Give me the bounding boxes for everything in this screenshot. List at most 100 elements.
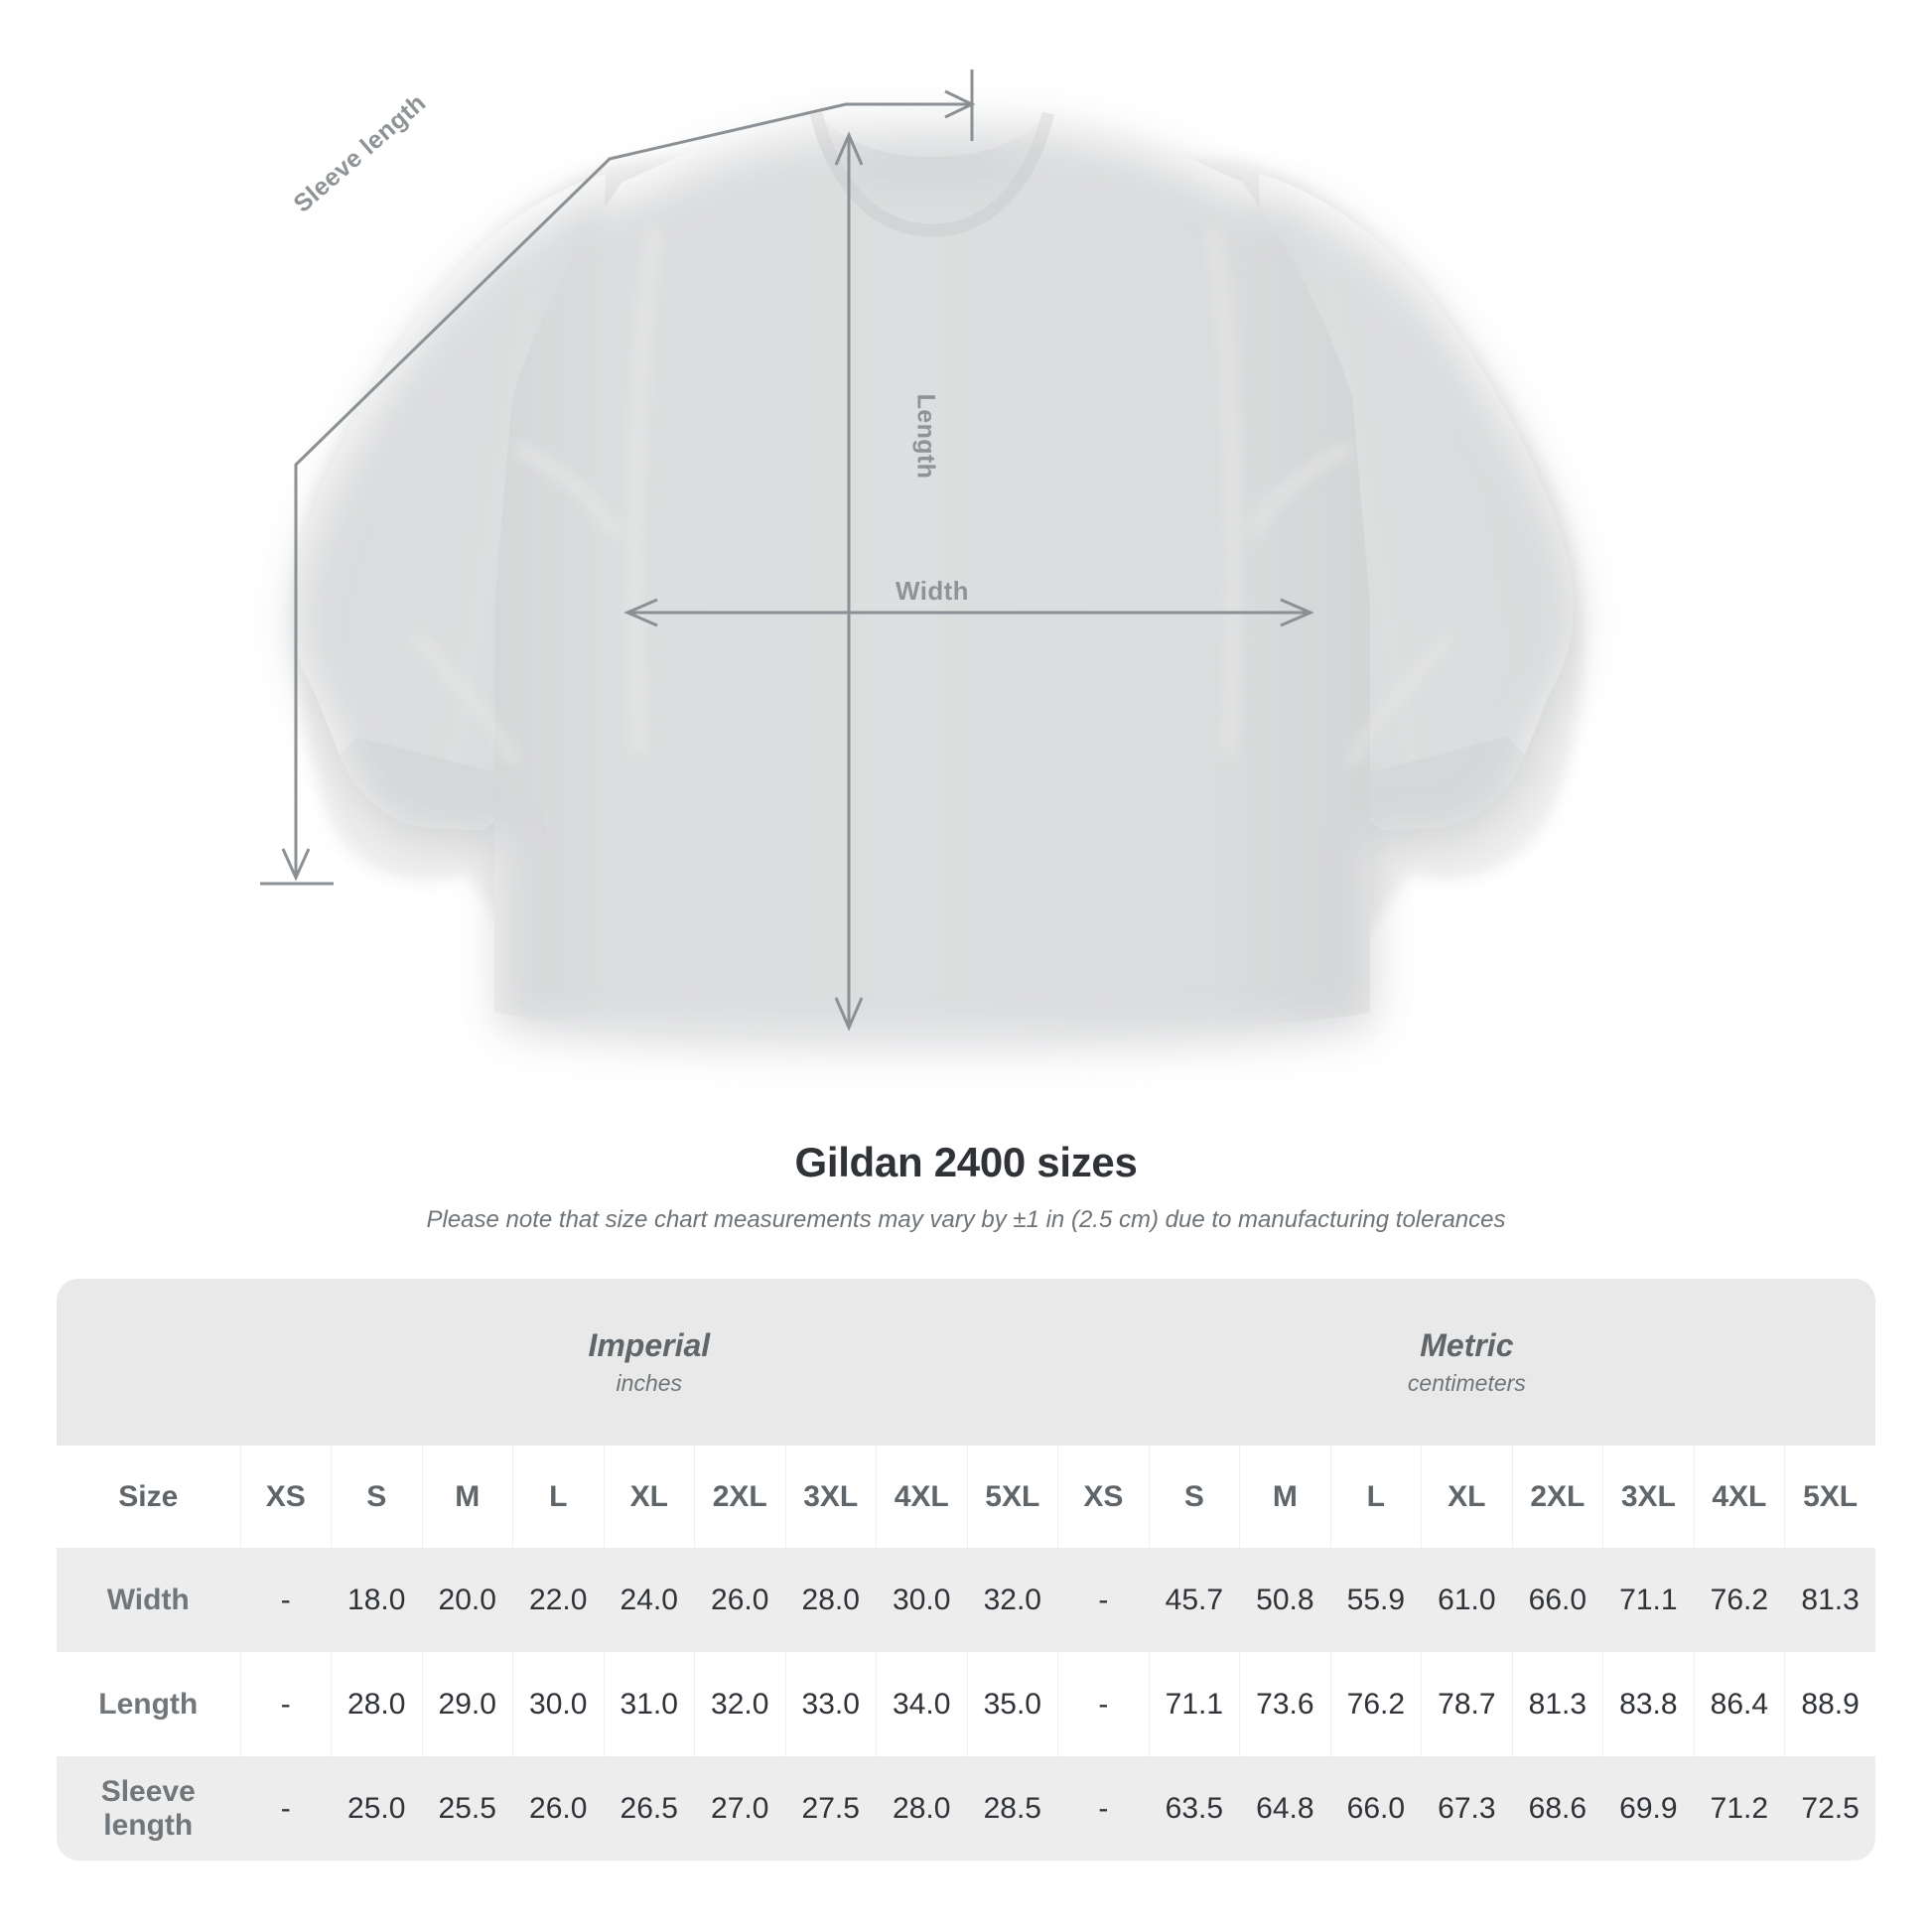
size-header-2xl: 2XL bbox=[694, 1446, 786, 1548]
cell-length-imperial-5xl: 35.0 bbox=[967, 1652, 1059, 1756]
page-title: Gildan 2400 sizes bbox=[794, 1139, 1138, 1185]
size-header-m: M bbox=[1239, 1446, 1331, 1548]
length-arrow-up bbox=[834, 131, 864, 166]
cell-width-imperial-l: 22.0 bbox=[512, 1548, 605, 1652]
cell-length-metric-3xl: 83.8 bbox=[1602, 1652, 1695, 1756]
collar-ring bbox=[809, 111, 1055, 237]
length-label: Length bbox=[911, 393, 940, 480]
cell-width-metric-3xl: 71.1 bbox=[1602, 1548, 1695, 1652]
cell-length-imperial-4xl: 34.0 bbox=[876, 1652, 968, 1756]
cell-sleeve-length-imperial-s: 25.0 bbox=[331, 1756, 423, 1861]
cell-length-imperial-xs: - bbox=[240, 1652, 332, 1756]
cell-width-metric-s: 45.7 bbox=[1149, 1548, 1241, 1652]
collar bbox=[822, 117, 1042, 220]
row-label-sleeve-length: Sleeve length bbox=[57, 1756, 241, 1861]
measurement-guides bbox=[260, 69, 1314, 1032]
unit-group-name: Imperial bbox=[588, 1327, 711, 1364]
row-label-width: Width bbox=[57, 1548, 241, 1652]
row-label-length: Length bbox=[57, 1652, 241, 1756]
size-header-xs: XS bbox=[240, 1446, 332, 1548]
cell-length-metric-xl: 78.7 bbox=[1421, 1652, 1513, 1756]
table-row: Width -18.0 20.0 22.0 24.0 26.0 28.0 30.0 32.0-4… bbox=[57, 1548, 1875, 1652]
cell-length-metric-5xl: 88.9 bbox=[1801, 1687, 1860, 1721]
size-header-m: M bbox=[422, 1446, 513, 1548]
unit-group-header-row: Imperial inches Metric centimeters bbox=[57, 1279, 1875, 1446]
cell-sleeve-length-metric-5xl: 72.5 bbox=[1801, 1791, 1860, 1825]
cell-sleeve-length-imperial-3xl: 27.5 bbox=[785, 1756, 877, 1861]
cell-length-imperial-l: 30.0 bbox=[512, 1652, 605, 1756]
size-header-s: S bbox=[331, 1446, 423, 1548]
garment-svg bbox=[260, 69, 1584, 1033]
cell-width-imperial-4xl: 30.0 bbox=[876, 1548, 968, 1652]
cell-length-metric-xs: - bbox=[1057, 1652, 1150, 1756]
cell-sleeve-length-imperial-m: 25.5 bbox=[422, 1756, 513, 1861]
cell-width-metric-xs: - bbox=[1057, 1548, 1150, 1652]
cell-width-imperial-5xl: 32.0 bbox=[967, 1548, 1059, 1652]
left-sleeve bbox=[291, 174, 606, 830]
table-row: Length -28.0 29.0 30.0 31.0 32.0 33.0 34.0 35.0-… bbox=[57, 1652, 1875, 1756]
cell-sleeve-length-metric-2xl: 68.6 bbox=[1512, 1756, 1604, 1861]
table-row: Sleeve length -25.0 25.5 26.0 26.5 27.0 27.5 28… bbox=[57, 1756, 1875, 1861]
cell-sleeve-length-imperial-2xl: 27.0 bbox=[694, 1756, 786, 1861]
table-corner-cell bbox=[57, 1279, 240, 1446]
width-arrow-right bbox=[1280, 598, 1314, 627]
cell-width-metric-xl: 61.0 bbox=[1421, 1548, 1513, 1652]
cell-sleeve-length-metric-m: 64.8 bbox=[1239, 1756, 1331, 1861]
cell-sleeve-length-metric-l: 66.0 bbox=[1330, 1756, 1423, 1861]
size-header-l: L bbox=[512, 1446, 605, 1548]
cell-length-imperial-3xl: 33.0 bbox=[785, 1652, 877, 1756]
cell-width-metric-5xl: 81.3 bbox=[1801, 1583, 1860, 1616]
unit-group-header-metric: Metric centimeters bbox=[1057, 1279, 1875, 1446]
cell-length-imperial-2xl: 32.0 bbox=[694, 1652, 786, 1756]
length-arrow-down bbox=[834, 997, 864, 1032]
size-chart-table: Imperial inches Metric centimeters Size XS S M… bbox=[57, 1279, 1875, 1861]
size-header-5xl: 5XL bbox=[1784, 1446, 1875, 1548]
size-header-4xl: 4XL bbox=[1694, 1446, 1786, 1548]
garment-body bbox=[494, 111, 1370, 1033]
fabric-folds bbox=[412, 226, 1454, 767]
size-header-xl: XL bbox=[604, 1446, 695, 1548]
size-header-s: S bbox=[1149, 1446, 1241, 1548]
cell-width-imperial-s: 18.0 bbox=[331, 1548, 423, 1652]
size-header-3xl: 3XL bbox=[1602, 1446, 1695, 1548]
unit-group-subtitle: centimeters bbox=[1407, 1369, 1526, 1396]
cell-length-imperial-xl: 31.0 bbox=[604, 1652, 695, 1756]
width-label: Width bbox=[896, 576, 969, 606]
cell-width-imperial-xl: 24.0 bbox=[604, 1548, 695, 1652]
size-header-2xl: 2XL bbox=[1512, 1446, 1604, 1548]
cell-sleeve-length-metric-4xl: 71.2 bbox=[1694, 1756, 1786, 1861]
cell-length-metric-l: 76.2 bbox=[1330, 1652, 1423, 1756]
garment-illustration: Sleeve length Length Width bbox=[260, 69, 1584, 1033]
cell-length-metric-m: 73.6 bbox=[1239, 1652, 1331, 1756]
cell-sleeve-length-imperial-xs: - bbox=[240, 1756, 332, 1861]
cell-length-imperial-s: 28.0 bbox=[331, 1652, 423, 1756]
cell-length-metric-4xl: 86.4 bbox=[1694, 1652, 1786, 1756]
cell-width-imperial-3xl: 28.0 bbox=[785, 1548, 877, 1652]
width-arrow-left bbox=[623, 598, 658, 627]
unit-group-name: Metric bbox=[1420, 1327, 1514, 1364]
cell-width-metric-2xl: 66.0 bbox=[1512, 1548, 1604, 1652]
cell-sleeve-length-metric-s: 63.5 bbox=[1149, 1756, 1241, 1861]
cell-width-metric-4xl: 76.2 bbox=[1694, 1548, 1786, 1652]
size-header-3xl: 3XL bbox=[785, 1446, 877, 1548]
size-header-xs: XS bbox=[1057, 1446, 1150, 1548]
cell-width-imperial-m: 20.0 bbox=[422, 1548, 513, 1652]
size-header-l: L bbox=[1330, 1446, 1423, 1548]
size-header-4xl: 4XL bbox=[876, 1446, 968, 1548]
right-cuff bbox=[1354, 737, 1525, 830]
size-chart-table-container: Imperial inches Metric centimeters Size XS S M… bbox=[57, 1279, 1875, 1861]
unit-group-subtitle: inches bbox=[616, 1369, 683, 1396]
cell-length-metric-2xl: 81.3 bbox=[1512, 1652, 1604, 1756]
size-header-5xl: 5XL bbox=[967, 1446, 1059, 1548]
cell-width-imperial-2xl: 26.0 bbox=[694, 1548, 786, 1652]
cell-sleeve-length-metric-3xl: 69.9 bbox=[1602, 1756, 1695, 1861]
cell-length-imperial-m: 29.0 bbox=[422, 1652, 513, 1756]
size-header-row: Size XS S M L XL 2XL 3XL 4XL 5XL XS S M L XL 2XL 3XL 4XL 5… bbox=[57, 1446, 1875, 1548]
sleeve-arrow-down bbox=[281, 848, 311, 882]
right-sleeve bbox=[1259, 174, 1574, 830]
cell-length-metric-s: 71.1 bbox=[1149, 1652, 1241, 1756]
cell-sleeve-length-metric-xs: - bbox=[1057, 1756, 1150, 1861]
cell-width-metric-m: 50.8 bbox=[1239, 1548, 1331, 1652]
size-header-xl: XL bbox=[1421, 1446, 1513, 1548]
